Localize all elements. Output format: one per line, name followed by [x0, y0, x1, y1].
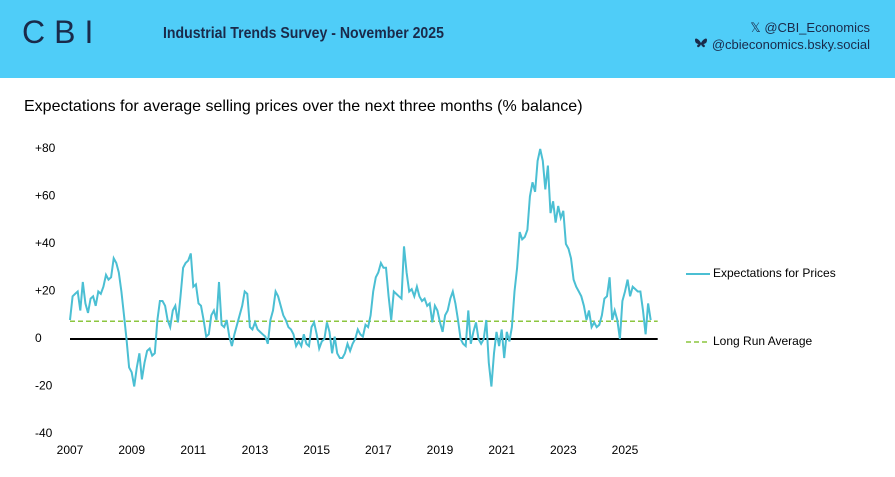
y-tick-label: +60	[35, 189, 56, 203]
logo: CBI	[22, 14, 103, 50]
x-tick-label: 2017	[365, 443, 392, 457]
x-tick-label: 2019	[427, 443, 454, 457]
bsky-handle: @cbieconomics.bsky.social	[711, 37, 870, 52]
bsky-handle-row: @cbieconomics.bsky.social	[694, 37, 870, 52]
header-title: Industrial Trends Survey - November 2025	[163, 25, 444, 42]
x-handle: @CBI_Economics	[764, 20, 870, 35]
y-tick-label: +80	[35, 141, 56, 155]
x-tick-label: 2025	[612, 443, 639, 457]
header: CBI Industrial Trends Survey - November …	[0, 0, 895, 78]
y-tick-label: -40	[35, 426, 53, 440]
y-tick-label: 0	[35, 331, 42, 345]
y-tick-label: -20	[35, 379, 53, 393]
chart-title: Expectations for average selling prices …	[24, 98, 583, 115]
x-tick-label: 2021	[488, 443, 515, 457]
chart: Expectations for average selling prices …	[24, 98, 836, 457]
series-line	[69, 148, 652, 387]
x-tick-label: 2015	[303, 443, 330, 457]
legend-label: Expectations for Prices	[713, 266, 836, 280]
legend-label: Long Run Average	[713, 334, 813, 348]
x-tick-label: 2007	[57, 443, 84, 457]
x-tick-label: 2011	[180, 443, 206, 457]
x-tick-label: 2009	[118, 443, 145, 457]
bsky-icon	[695, 38, 708, 48]
x-icon: 𝕏	[750, 20, 765, 35]
y-tick-label: +40	[35, 236, 56, 250]
x-handle-row: 𝕏 @CBI_Economics	[750, 20, 870, 36]
x-tick-label: 2023	[550, 443, 577, 457]
x-tick-label: 2013	[242, 443, 269, 457]
y-tick-label: +20	[35, 284, 56, 298]
